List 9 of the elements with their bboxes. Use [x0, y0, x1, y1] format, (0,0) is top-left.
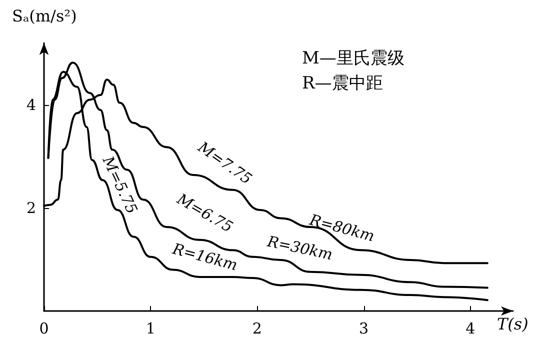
- x-tick-label: 4: [466, 320, 476, 338]
- x-tick-label: 1: [146, 320, 156, 338]
- y-axis-title: Sₐ(m/s²): [12, 6, 77, 26]
- x-tick-label: 0: [39, 320, 49, 338]
- annotation: R—震中距: [302, 74, 383, 94]
- x-tick-label: 2: [252, 320, 262, 338]
- x-axis-title: T(s): [497, 314, 528, 334]
- annotation: M—里氏震级: [302, 48, 404, 68]
- x-tick-label: 3: [359, 320, 369, 338]
